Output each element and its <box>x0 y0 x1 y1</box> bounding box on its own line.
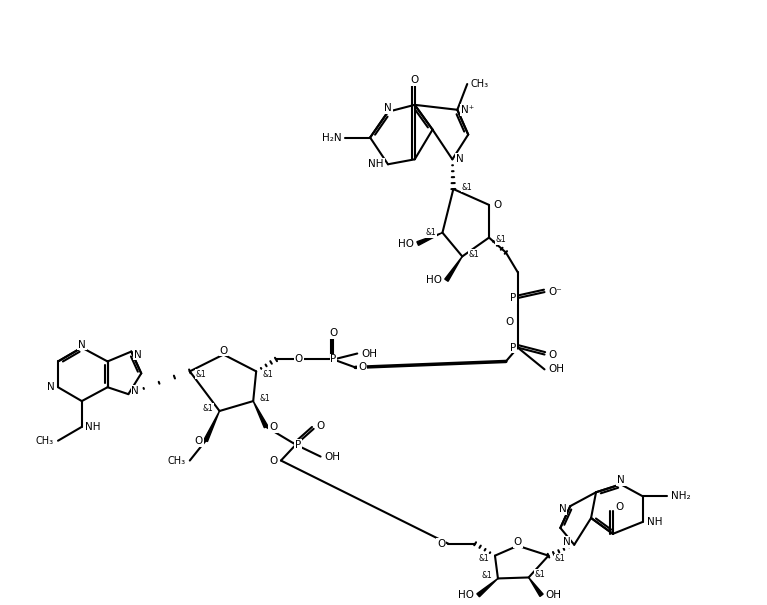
Text: O⁻: O⁻ <box>548 287 562 297</box>
Text: OH: OH <box>545 590 561 600</box>
Polygon shape <box>417 233 443 246</box>
Text: O: O <box>270 456 278 465</box>
Polygon shape <box>204 411 219 442</box>
Text: P: P <box>295 440 301 450</box>
Text: CH₃: CH₃ <box>470 79 489 89</box>
Text: NH₂: NH₂ <box>671 491 691 501</box>
Text: O: O <box>505 317 514 327</box>
Polygon shape <box>253 401 268 428</box>
Text: N: N <box>48 382 55 392</box>
Text: O: O <box>194 436 202 446</box>
Text: O: O <box>317 421 325 431</box>
Text: N: N <box>456 154 464 165</box>
Text: O: O <box>329 328 337 338</box>
Text: HO: HO <box>398 238 413 249</box>
Text: P: P <box>509 293 515 303</box>
Text: N: N <box>131 386 139 396</box>
Text: N: N <box>78 339 86 350</box>
Text: NH: NH <box>647 517 662 527</box>
Text: &1: &1 <box>481 571 492 580</box>
Text: O: O <box>295 355 303 364</box>
Text: &1: &1 <box>535 570 545 579</box>
Text: P: P <box>509 342 515 353</box>
Text: N: N <box>617 476 624 485</box>
Text: P: P <box>331 355 337 364</box>
Text: O: O <box>493 200 502 210</box>
Text: O: O <box>437 539 446 549</box>
Text: OH: OH <box>324 451 341 462</box>
Text: &1: &1 <box>479 554 489 563</box>
Text: O: O <box>410 75 419 85</box>
Text: HO: HO <box>458 590 474 600</box>
Text: &1: &1 <box>468 250 479 259</box>
Text: CH₃: CH₃ <box>36 436 54 446</box>
Text: OH: OH <box>548 364 565 374</box>
Text: N: N <box>384 103 392 113</box>
Text: N: N <box>134 350 142 359</box>
Text: N⁺: N⁺ <box>461 105 475 115</box>
Text: CH₃: CH₃ <box>168 456 186 465</box>
Text: O: O <box>514 537 522 547</box>
Text: O: O <box>219 345 228 356</box>
Text: O: O <box>616 502 624 512</box>
Text: O: O <box>358 362 367 373</box>
Text: &1: &1 <box>259 394 270 402</box>
Text: &1: &1 <box>496 235 507 244</box>
Text: NH: NH <box>368 159 384 169</box>
Text: H₂N: H₂N <box>322 132 341 143</box>
Text: &1: &1 <box>262 370 273 379</box>
Text: OH: OH <box>361 348 377 359</box>
Text: O: O <box>269 422 278 432</box>
Polygon shape <box>528 577 543 597</box>
Text: NH: NH <box>85 422 100 432</box>
Text: &1: &1 <box>426 228 436 237</box>
Text: &1: &1 <box>555 554 565 563</box>
Text: O: O <box>548 350 557 359</box>
Text: HO: HO <box>426 275 443 285</box>
Polygon shape <box>445 257 463 281</box>
Text: &1: &1 <box>461 183 472 192</box>
Polygon shape <box>477 578 498 597</box>
Text: &1: &1 <box>196 370 206 379</box>
Text: N: N <box>558 504 566 514</box>
Text: N: N <box>562 537 571 547</box>
Text: &1: &1 <box>202 404 213 413</box>
